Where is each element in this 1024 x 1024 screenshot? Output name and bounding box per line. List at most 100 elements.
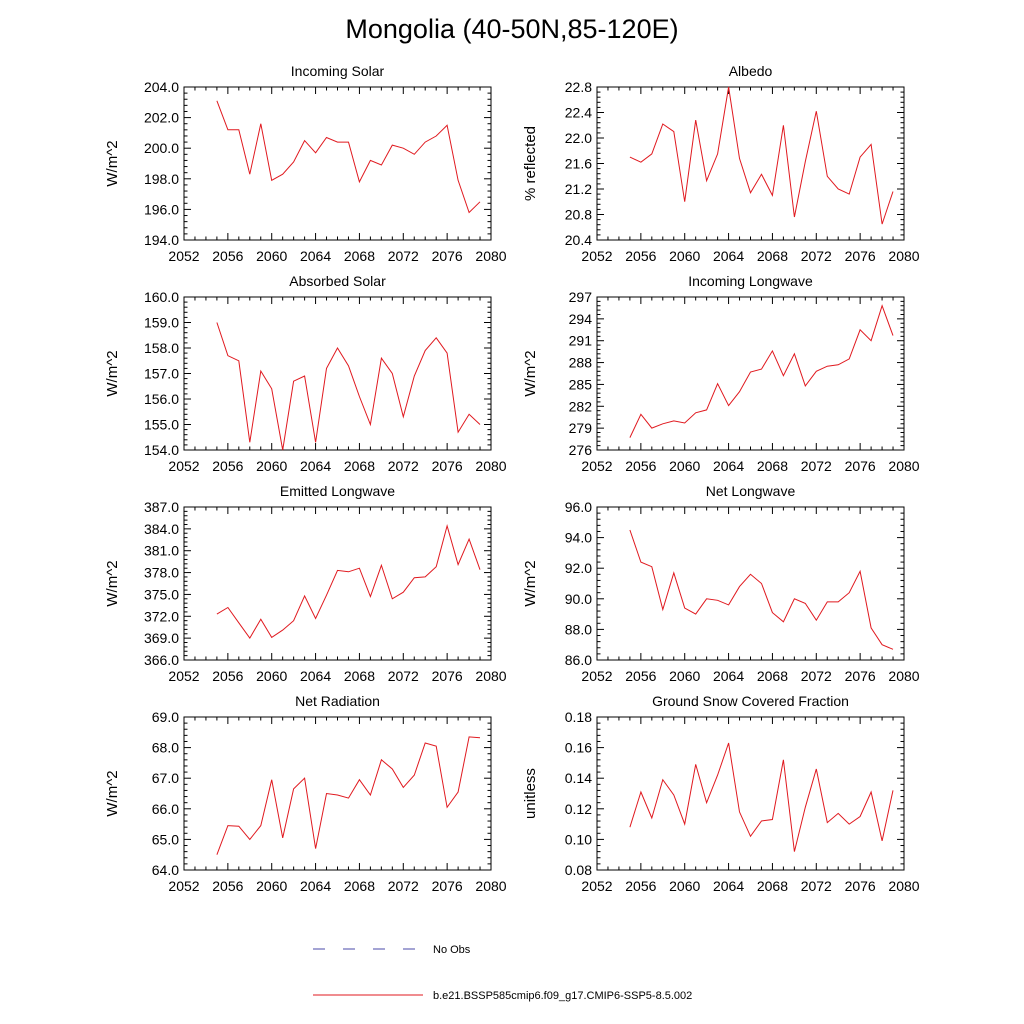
y-tick-label: 288 bbox=[569, 355, 593, 371]
x-tick-label: 2076 bbox=[845, 668, 876, 684]
y-tick-label: 69.0 bbox=[152, 709, 179, 725]
x-tick-label: 2052 bbox=[168, 668, 199, 684]
y-tick-label: 294 bbox=[569, 311, 593, 327]
y-tick-label: 204.0 bbox=[144, 79, 179, 95]
legend: No Obs b.e21.BSSP585cmip6.f09_g17.CMIP6-S… bbox=[313, 944, 692, 1002]
x-tick-label: 2060 bbox=[256, 458, 287, 474]
x-tick-label: 2060 bbox=[256, 878, 287, 894]
x-tick-label: 2064 bbox=[300, 668, 331, 684]
x-tick-label: 2076 bbox=[432, 248, 463, 264]
panel-2: 2052 2056 2060 2064 2068 2072 2076 2080 20.4 20.8… bbox=[522, 63, 920, 264]
x-tick-label: 2052 bbox=[581, 668, 612, 684]
panel-4: 2052 2056 2060 2064 2068 2072 2076 2080 276 279 28… bbox=[522, 273, 920, 474]
x-tick-label: 2064 bbox=[713, 878, 744, 894]
panel-7: 2052 2056 2060 2064 2068 2072 2076 2080 64.0 65.0… bbox=[104, 693, 507, 894]
panel-title: Incoming Longwave bbox=[688, 273, 813, 289]
x-tick-label: 2080 bbox=[888, 248, 919, 264]
x-tick-label: 2080 bbox=[888, 668, 919, 684]
y-tick-label: 64.0 bbox=[152, 862, 179, 878]
y-tick-label: 0.14 bbox=[565, 770, 592, 786]
x-tick-label: 2068 bbox=[344, 668, 375, 684]
x-tick-label: 2052 bbox=[581, 878, 612, 894]
x-tick-label: 2076 bbox=[845, 248, 876, 264]
x-tick-label: 2076 bbox=[432, 878, 463, 894]
y-tick-label: 0.08 bbox=[565, 862, 592, 878]
series-line bbox=[629, 86, 894, 225]
x-tick-label: 2072 bbox=[801, 458, 832, 474]
panel-title: Absorbed Solar bbox=[289, 273, 386, 289]
x-tick-label: 2056 bbox=[625, 878, 656, 894]
panel-8: 2052 2056 2060 2064 2068 2072 2076 2080 0.08 0.10… bbox=[522, 693, 920, 894]
x-tick-label: 2060 bbox=[669, 668, 700, 684]
y-tick-label: 68.0 bbox=[152, 740, 179, 756]
plot-frame bbox=[596, 296, 905, 451]
x-tick-label: 2072 bbox=[388, 248, 419, 264]
y-tick-label: 65.0 bbox=[152, 831, 179, 847]
y-tick-label: 94.0 bbox=[565, 530, 592, 546]
series-line bbox=[216, 322, 481, 451]
x-tick-label: 2080 bbox=[475, 668, 506, 684]
y-axis-label: W/m^2 bbox=[522, 560, 539, 606]
y-tick-label: 20.4 bbox=[565, 232, 592, 248]
y-tick-label: 366.0 bbox=[144, 652, 179, 668]
x-tick-label: 2072 bbox=[388, 878, 419, 894]
y-tick-label: 157.0 bbox=[144, 366, 179, 382]
x-tick-label: 2080 bbox=[475, 878, 506, 894]
y-axis-label: W/m^2 bbox=[104, 350, 121, 396]
y-tick-label: 160.0 bbox=[144, 289, 179, 305]
x-tick-label: 2076 bbox=[845, 458, 876, 474]
y-tick-label: 0.12 bbox=[565, 801, 592, 817]
y-tick-label: 21.6 bbox=[565, 156, 592, 172]
x-tick-label: 2060 bbox=[669, 248, 700, 264]
x-tick-label: 2056 bbox=[625, 248, 656, 264]
y-tick-label: 378.0 bbox=[144, 565, 179, 581]
x-tick-label: 2064 bbox=[300, 458, 331, 474]
x-tick-label: 2076 bbox=[432, 668, 463, 684]
x-tick-label: 2068 bbox=[757, 458, 788, 474]
y-tick-label: 194.0 bbox=[144, 232, 179, 248]
x-tick-label: 2076 bbox=[845, 878, 876, 894]
x-tick-label: 2056 bbox=[212, 248, 243, 264]
x-tick-label: 2072 bbox=[388, 458, 419, 474]
y-tick-label: 0.16 bbox=[565, 740, 592, 756]
y-tick-label: 291 bbox=[569, 333, 593, 349]
x-tick-label: 2080 bbox=[888, 878, 919, 894]
y-axis-label: W/m^2 bbox=[104, 140, 121, 186]
plot-frame bbox=[183, 296, 492, 451]
y-tick-label: 154.0 bbox=[144, 442, 179, 458]
x-tick-label: 2056 bbox=[625, 458, 656, 474]
x-tick-label: 2052 bbox=[168, 458, 199, 474]
plot-frame bbox=[596, 716, 905, 871]
y-tick-label: 384.0 bbox=[144, 521, 179, 537]
y-tick-label: 282 bbox=[569, 398, 593, 414]
x-tick-label: 2068 bbox=[344, 878, 375, 894]
y-tick-label: 381.0 bbox=[144, 543, 179, 559]
x-tick-label: 2064 bbox=[300, 248, 331, 264]
panel-6: 2052 2056 2060 2064 2068 2072 2076 2080 86.0 88.0… bbox=[522, 483, 920, 684]
series-line bbox=[216, 524, 481, 640]
y-tick-label: 372.0 bbox=[144, 608, 179, 624]
legend-label: b.e21.BSSP585cmip6.f09_g17.CMIP6-SSP5-8.… bbox=[433, 990, 692, 1002]
x-tick-label: 2060 bbox=[669, 458, 700, 474]
series-line bbox=[216, 736, 481, 855]
y-tick-label: 22.4 bbox=[565, 105, 592, 121]
x-tick-label: 2056 bbox=[212, 668, 243, 684]
y-tick-label: 22.0 bbox=[565, 130, 592, 146]
panel-3: 2052 2056 2060 2064 2068 2072 2076 2080 154.0 155… bbox=[104, 273, 507, 474]
x-tick-label: 2072 bbox=[388, 668, 419, 684]
panel-title: Incoming Solar bbox=[291, 63, 385, 79]
y-tick-label: 285 bbox=[569, 376, 593, 392]
y-tick-label: 198.0 bbox=[144, 171, 179, 187]
panel-1: 2052 2056 2060 2064 2068 2072 2076 2080 194.0 196… bbox=[104, 63, 507, 264]
x-tick-label: 2072 bbox=[801, 668, 832, 684]
legend-item: No Obs bbox=[313, 944, 471, 956]
x-tick-label: 2068 bbox=[344, 458, 375, 474]
x-tick-label: 2076 bbox=[432, 458, 463, 474]
x-tick-label: 2068 bbox=[757, 878, 788, 894]
y-tick-label: 200.0 bbox=[144, 140, 179, 156]
panel-5: 2052 2056 2060 2064 2068 2072 2076 2080 366.0 369… bbox=[104, 483, 507, 684]
y-tick-label: 196.0 bbox=[144, 201, 179, 217]
y-tick-label: 156.0 bbox=[144, 391, 179, 407]
figure-title: Mongolia (40-50N,85-120E) bbox=[345, 14, 679, 44]
series-line bbox=[216, 100, 481, 214]
